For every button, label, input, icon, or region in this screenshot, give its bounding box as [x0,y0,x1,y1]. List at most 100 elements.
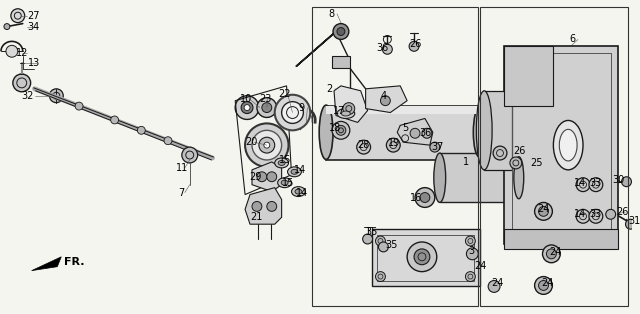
Circle shape [387,138,400,152]
Text: 32: 32 [22,91,34,101]
Circle shape [267,202,276,211]
Text: 30: 30 [612,175,625,185]
Ellipse shape [474,108,485,157]
Text: 26: 26 [409,39,422,49]
Circle shape [538,280,548,290]
Ellipse shape [295,189,302,194]
Ellipse shape [341,111,350,116]
Circle shape [420,192,430,203]
Text: 24: 24 [538,204,550,214]
Bar [332,56,350,68]
Ellipse shape [291,169,298,174]
Bar [312,7,478,306]
Text: 18: 18 [329,123,341,133]
Text: 23: 23 [259,94,271,104]
Text: 33: 33 [589,209,601,219]
Circle shape [576,209,590,223]
Circle shape [13,74,31,92]
Text: 10: 10 [240,94,252,104]
Text: 25: 25 [531,158,543,168]
Ellipse shape [278,160,285,165]
Circle shape [534,277,552,294]
Bar [440,153,519,203]
Text: 28: 28 [358,140,370,150]
Circle shape [75,102,83,110]
Circle shape [465,272,476,282]
Text: 34: 34 [28,22,40,32]
Text: 3: 3 [468,246,474,256]
Ellipse shape [281,180,288,185]
Bar [378,235,474,280]
Circle shape [376,236,385,246]
Circle shape [409,41,419,51]
Bar [372,229,480,286]
Circle shape [252,130,282,160]
Circle shape [182,147,198,163]
Bar [504,46,554,106]
Circle shape [589,209,603,223]
Circle shape [282,102,303,123]
Circle shape [262,103,272,112]
Polygon shape [252,162,282,192]
Text: 9: 9 [298,103,305,113]
Circle shape [336,125,346,135]
Circle shape [252,202,262,211]
Text: 31: 31 [628,216,640,226]
Bar [484,91,512,170]
Circle shape [332,122,350,139]
Circle shape [625,219,636,229]
Ellipse shape [278,178,291,188]
Bar [326,106,479,114]
Circle shape [356,140,371,154]
Text: 24: 24 [549,247,562,257]
Circle shape [538,206,548,216]
Ellipse shape [434,153,445,203]
Circle shape [333,24,349,40]
Circle shape [414,249,430,265]
Text: 14: 14 [296,187,308,198]
Text: 26: 26 [513,146,525,156]
Circle shape [259,137,275,153]
Circle shape [11,9,25,23]
Circle shape [465,236,476,246]
Text: 4: 4 [380,91,387,101]
Circle shape [376,272,385,282]
Circle shape [547,249,556,259]
Circle shape [410,128,420,138]
Text: 33: 33 [589,178,601,188]
Ellipse shape [319,105,333,160]
Text: 13: 13 [28,58,40,68]
Circle shape [534,203,552,220]
Text: 14: 14 [574,209,586,219]
Text: 35: 35 [385,240,398,250]
Circle shape [337,28,345,35]
Circle shape [363,234,372,244]
Circle shape [264,142,270,148]
Text: 11: 11 [176,163,188,173]
Text: 2: 2 [326,84,332,94]
Polygon shape [365,86,407,112]
Circle shape [510,157,522,169]
Text: 12: 12 [16,48,28,58]
Circle shape [164,137,172,145]
Circle shape [430,142,440,152]
Bar [504,229,618,249]
Circle shape [138,126,145,134]
Ellipse shape [291,187,305,197]
Ellipse shape [287,167,301,177]
Circle shape [257,98,276,117]
Circle shape [111,116,118,124]
Bar [512,53,611,236]
Circle shape [383,44,392,54]
Circle shape [576,178,590,192]
Circle shape [378,242,388,252]
Text: 15: 15 [278,155,291,165]
Polygon shape [245,188,282,224]
Circle shape [245,123,289,167]
Circle shape [488,280,500,292]
Circle shape [422,128,432,138]
Text: 21: 21 [250,212,262,222]
Text: 17: 17 [333,106,346,116]
Text: 1: 1 [463,157,468,167]
Ellipse shape [476,91,492,170]
